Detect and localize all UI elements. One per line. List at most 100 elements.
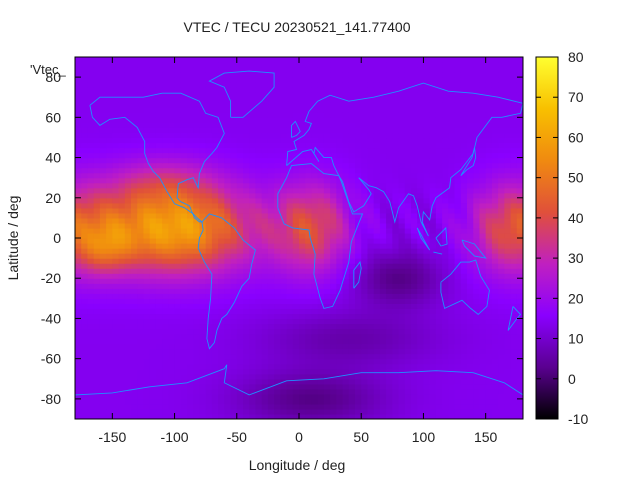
heatmap-cell [342, 353, 350, 360]
heatmap-cell [180, 368, 188, 375]
heatmap-cell [112, 122, 120, 128]
heatmap-cell [454, 207, 462, 214]
heatmap-cell [124, 162, 132, 169]
heatmap-cell [118, 142, 126, 149]
heatmap-cell [255, 283, 263, 289]
heatmap-cell [143, 308, 151, 315]
heatmap-cell [305, 92, 313, 98]
heatmap-cell [93, 283, 101, 289]
heatmap-cell [131, 202, 138, 209]
heatmap-cell [131, 97, 138, 103]
heatmap-cell [379, 122, 387, 128]
heatmap-cell [423, 192, 431, 199]
heatmap-cell [330, 403, 337, 410]
heatmap-cell [467, 117, 474, 123]
heatmap-cell [448, 127, 456, 134]
heatmap-cell [504, 363, 512, 370]
heatmap-cell [75, 117, 82, 123]
heatmap-cell [479, 243, 487, 249]
heatmap-cell [211, 253, 219, 259]
heatmap-cell [187, 117, 194, 123]
heatmap-cell [137, 303, 145, 309]
heatmap-cell [491, 142, 499, 149]
heatmap-cell [417, 147, 425, 154]
heatmap-cell [137, 197, 145, 204]
heatmap-cell [267, 338, 275, 345]
heatmap-cell [224, 258, 232, 264]
heatmap-cell [373, 323, 381, 330]
heatmap-cell [131, 152, 138, 159]
heatmap-cell [460, 97, 468, 103]
heatmap-cell [255, 77, 263, 83]
heatmap-cell [261, 187, 269, 194]
heatmap-cell [199, 263, 207, 269]
heatmap-cell [267, 268, 275, 274]
heatmap-cell [355, 202, 362, 209]
heatmap-cell [243, 313, 250, 320]
heatmap-cell [180, 343, 188, 350]
heatmap-cell [149, 348, 157, 355]
heatmap-cell [93, 192, 101, 199]
heatmap-cell [93, 253, 101, 259]
heatmap-cell [485, 167, 493, 174]
heatmap-cell [261, 253, 269, 259]
heatmap-cell [429, 328, 437, 335]
heatmap-cell [361, 72, 369, 78]
heatmap-cell [435, 378, 443, 385]
heatmap-cell [224, 333, 232, 340]
heatmap-cell [155, 87, 163, 93]
heatmap-cell [286, 187, 294, 194]
heatmap-cell [93, 207, 101, 214]
heatmap-cell [137, 232, 145, 239]
heatmap-cell [236, 258, 244, 264]
heatmap-cell [280, 77, 288, 83]
heatmap-cell [317, 398, 325, 405]
heatmap-cell [379, 187, 387, 194]
heatmap-cell [255, 132, 263, 139]
heatmap-cell [498, 383, 505, 390]
heatmap-cell [299, 177, 306, 184]
heatmap-cell [243, 82, 250, 88]
heatmap-cell [211, 298, 219, 304]
heatmap-cell [491, 298, 499, 304]
heatmap-cell [330, 303, 337, 309]
heatmap-cell [435, 413, 443, 419]
heatmap-cell [516, 202, 523, 209]
heatmap-cell [211, 393, 219, 400]
heatmap-cell [106, 142, 113, 149]
heatmap-cell [491, 383, 499, 390]
heatmap-cell [392, 102, 400, 108]
heatmap-cell [230, 162, 238, 169]
heatmap-cell [361, 383, 369, 390]
heatmap-cell [417, 263, 425, 269]
heatmap-cell [355, 217, 362, 224]
heatmap-cell [367, 258, 375, 264]
heatmap-cell [510, 122, 518, 128]
heatmap-cell [355, 283, 362, 289]
heatmap-cell [211, 127, 219, 134]
heatmap-cell [174, 222, 182, 229]
heatmap-cell [174, 92, 182, 98]
heatmap-cell [317, 192, 325, 199]
heatmap-cell [236, 152, 244, 159]
heatmap-cell [106, 127, 113, 134]
heatmap-cell [162, 388, 169, 395]
heatmap-cell [423, 72, 431, 78]
heatmap-cell [460, 172, 468, 179]
heatmap-cell [491, 363, 499, 370]
heatmap-cell [510, 202, 518, 209]
heatmap-cell [292, 263, 300, 269]
heatmap-cell [99, 207, 107, 214]
heatmap-cell [199, 112, 207, 118]
heatmap-cell [379, 97, 387, 103]
heatmap-cell [305, 238, 313, 244]
heatmap-cell [299, 373, 306, 380]
heatmap-cell [467, 217, 474, 224]
heatmap-cell [423, 408, 431, 415]
heatmap-cell [236, 202, 244, 209]
heatmap-cell [261, 197, 269, 204]
heatmap-cell [392, 132, 400, 139]
heatmap-cell [435, 303, 443, 309]
heatmap-cell [274, 398, 281, 405]
heatmap-cell [311, 117, 319, 123]
